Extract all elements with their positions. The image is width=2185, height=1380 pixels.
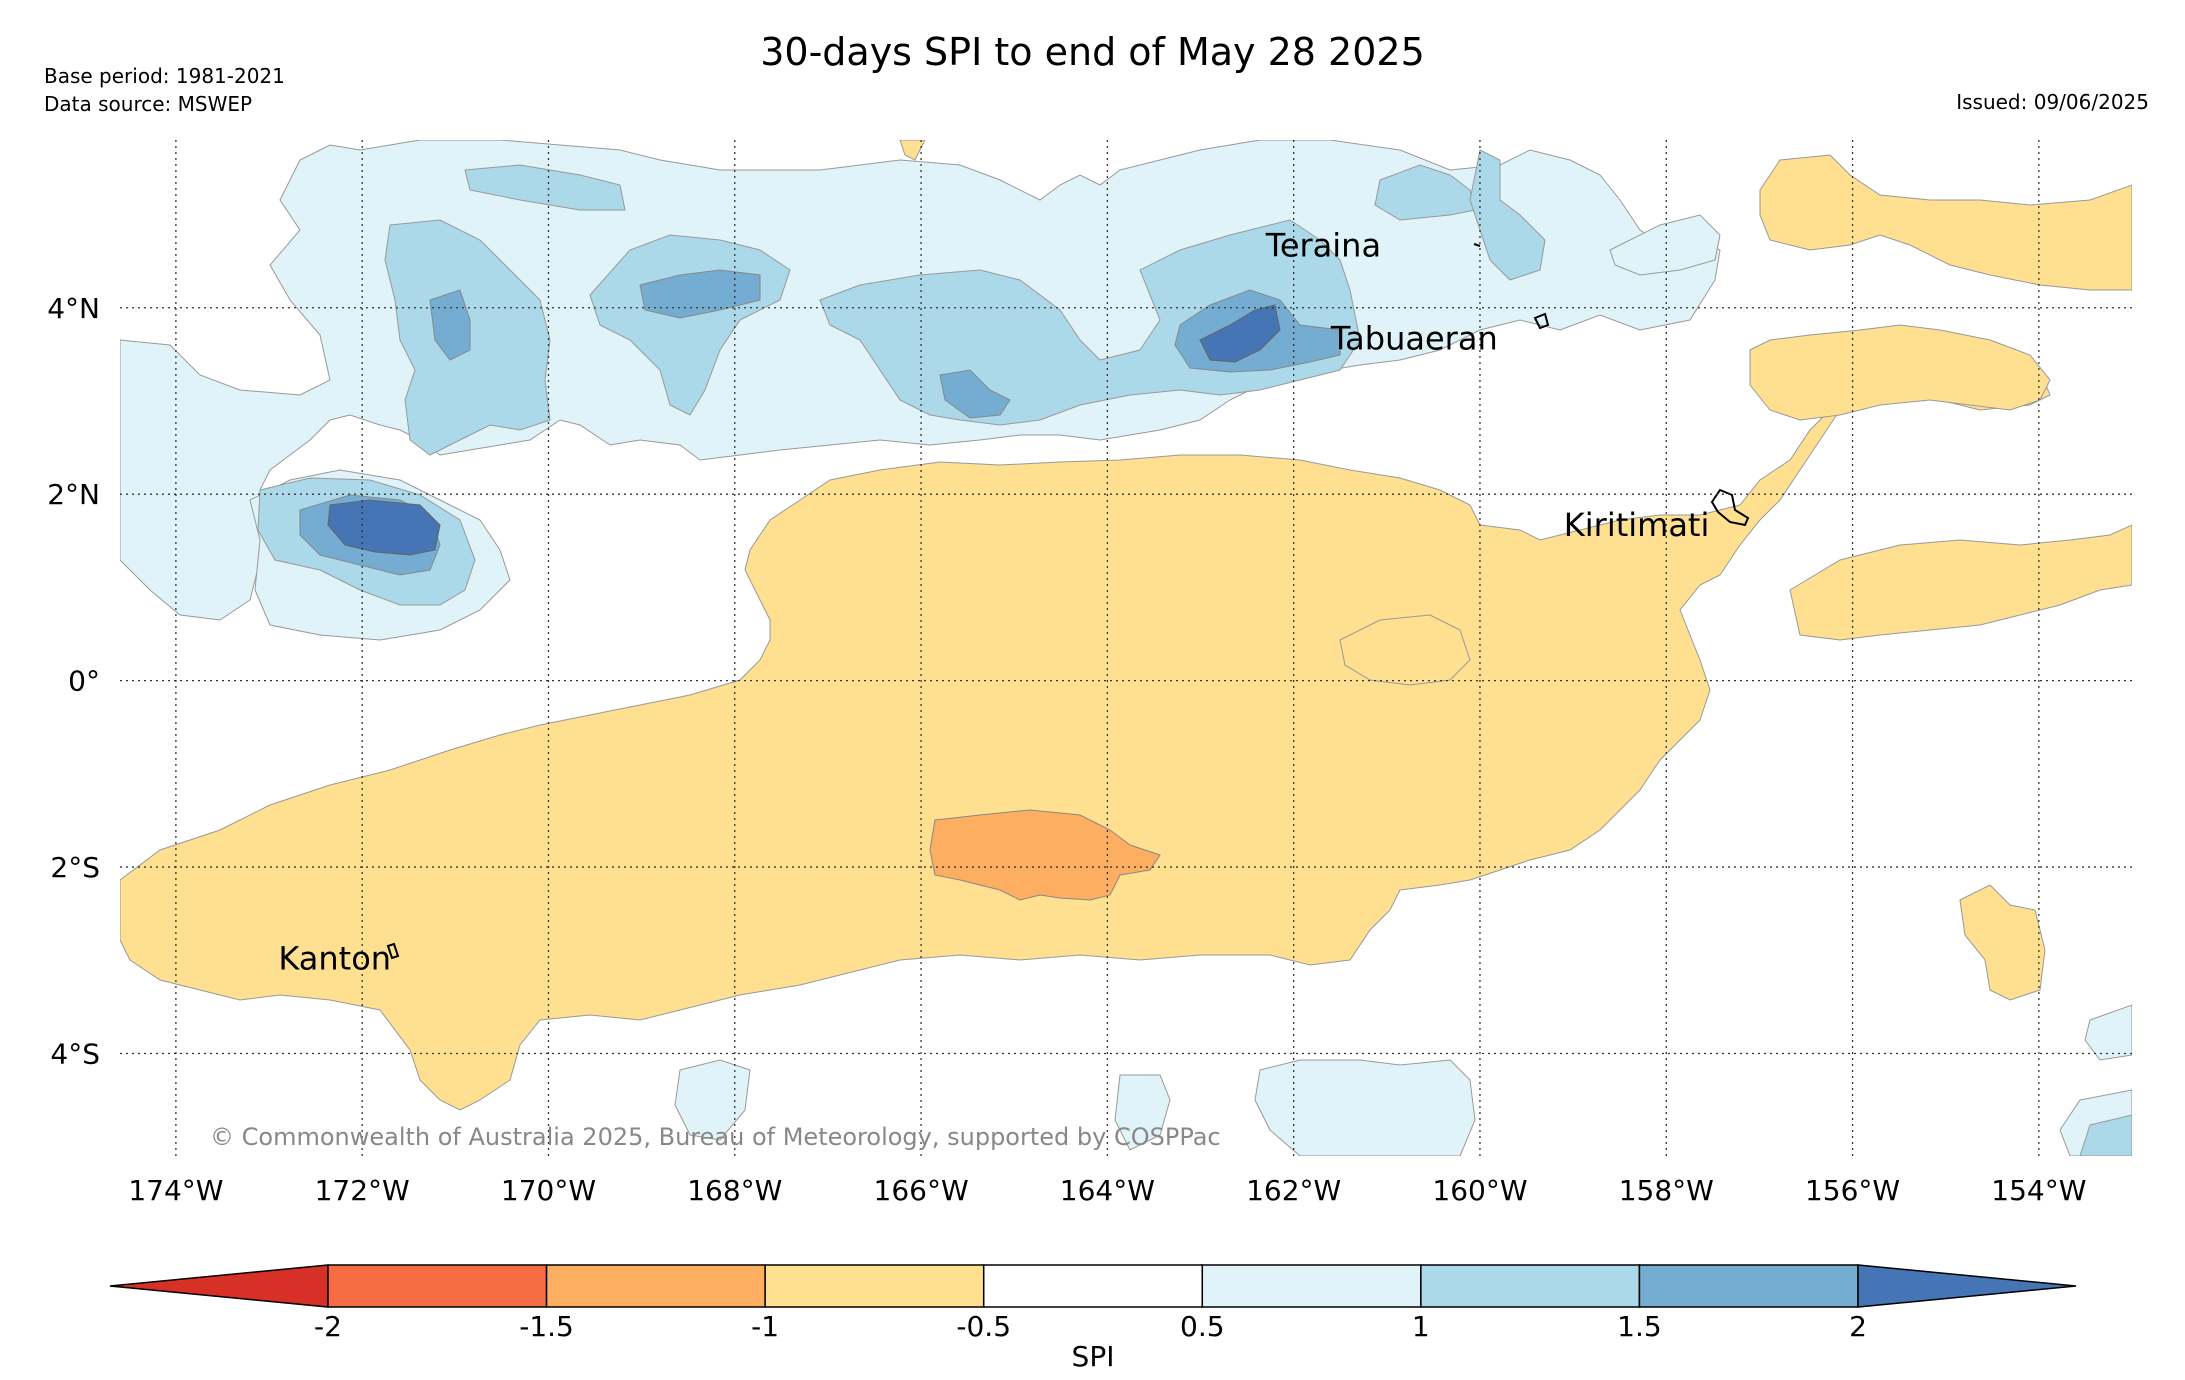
spi-region-dry-main	[120, 349, 2051, 1111]
lon-tick-label: 164°W	[1060, 1174, 1155, 1207]
spi-colorbar	[109, 1264, 2077, 1308]
island-kiritimati-outline	[1710, 488, 1750, 527]
spi-region-very-wet-3	[639, 269, 761, 319]
spi-region-dry-small	[899, 140, 926, 161]
island-outlines	[386, 243, 1750, 960]
colorbar-title: SPI	[1071, 1340, 1115, 1373]
graticule	[120, 140, 2132, 1156]
lon-tick-label: 154°W	[1991, 1174, 2086, 1207]
colorbar-tick-label: 0.5	[1180, 1310, 1225, 1343]
spi-region-wet-south-2	[674, 1059, 751, 1141]
place-label: Kiritimati	[1564, 506, 1710, 544]
spi-region-wetter-8	[2079, 1114, 2132, 1156]
colorbar-tick-label: -1	[751, 1310, 780, 1343]
island-kanton-outline	[386, 942, 400, 960]
lat-tick-label: 4°N	[47, 292, 100, 325]
spi-region-very-wet-5	[429, 289, 471, 361]
data-source: Data source: MSWEP	[44, 92, 253, 116]
colorbar-tick-label: 2	[1849, 1310, 1867, 1343]
lon-tick-label: 158°W	[1619, 1174, 1714, 1207]
colorbar-tick-label: -0.5	[956, 1310, 1012, 1343]
place-label: Teraina	[1265, 227, 1381, 265]
lat-tick-label: 0°	[68, 665, 100, 698]
colorbar-tick-label: 1.5	[1617, 1310, 1662, 1343]
lat-tick-label: 2°S	[50, 851, 100, 884]
lon-tick-label: 162°W	[1246, 1174, 1341, 1207]
spi-region-wet-south-3	[1114, 1074, 1171, 1151]
base-period: Base period: 1981-2021	[44, 64, 285, 88]
spi-region-dry-southeast	[1959, 884, 2046, 1001]
spi-region-wetter-4	[464, 164, 626, 211]
lon-tick-label: 168°W	[687, 1174, 782, 1207]
lon-tick-label: 170°W	[501, 1174, 596, 1207]
spi-shading	[120, 140, 2132, 1156]
issued-date: Issued: 09/06/2025	[1956, 90, 2149, 114]
lon-tick-label: 166°W	[874, 1174, 969, 1207]
colorbar-bin	[764, 1264, 985, 1308]
longitude-labels: 174°W 172°W 170°W 168°W 166°W 164°W 162°W 160°W…	[128, 1174, 2086, 1207]
spi-region-dry-east-2	[1749, 324, 2051, 421]
place-label: Kanton	[278, 940, 391, 978]
lon-tick-label: 174°W	[128, 1174, 223, 1207]
spi-region-dry-east-3	[1789, 524, 2132, 641]
lon-tick-label: 156°W	[1805, 1174, 1900, 1207]
spi-region-wet-east-edge	[2084, 1004, 2132, 1061]
spi-region-very-wet-4	[939, 369, 1011, 419]
place-labels: Teraina Tabuaeran Kiritimati Kanton	[278, 227, 1709, 978]
spi-region-wet-south-1	[1254, 1059, 1476, 1156]
map-title: 30-days SPI to end of May 28 2025	[760, 30, 1425, 74]
latitude-labels: 4°N 2°N 0° 2°S 4°S	[47, 292, 100, 1071]
colorbar-bin	[1201, 1264, 1422, 1308]
colorbar-extend-high	[1857, 1264, 2077, 1308]
spi-region-dry-east	[1759, 154, 2132, 291]
colorbar-extend-low	[109, 1264, 329, 1308]
colorbar-tick-label: -2	[314, 1310, 342, 1343]
spi-region-extreme-wet-2	[1199, 304, 1281, 363]
spi-region-wetter-6	[1469, 149, 1546, 281]
lon-tick-label: 160°W	[1432, 1174, 1527, 1207]
copyright-notice: © Commonwealth of Australia 2025, Bureau…	[210, 1123, 1221, 1151]
island-teraina-outline	[1473, 243, 1481, 247]
lon-tick-label: 172°W	[315, 1174, 410, 1207]
colorbar-bin	[982, 1264, 1204, 1308]
spi-region-very-dry	[929, 809, 1161, 901]
lat-tick-label: 4°S	[50, 1037, 100, 1070]
colorbar-bin	[327, 1264, 548, 1308]
spi-region-extreme-wet-1	[327, 499, 441, 556]
place-label: Tabuaeran	[1330, 320, 1498, 358]
colorbar-tick-label: 1	[1411, 1310, 1430, 1343]
spi-region-wet-small-1	[1609, 214, 1721, 276]
island-tabuaeran-outline	[1533, 312, 1550, 330]
colorbar-tick-label: -1.5	[519, 1310, 574, 1343]
lat-tick-label: 2°N	[47, 478, 100, 511]
colorbar-bin	[1638, 1264, 1859, 1308]
colorbar-bin	[545, 1264, 766, 1308]
colorbar-bin	[1420, 1264, 1641, 1308]
map-metadata: Base period: 1981-2021 Data source: MSWE…	[44, 62, 285, 118]
